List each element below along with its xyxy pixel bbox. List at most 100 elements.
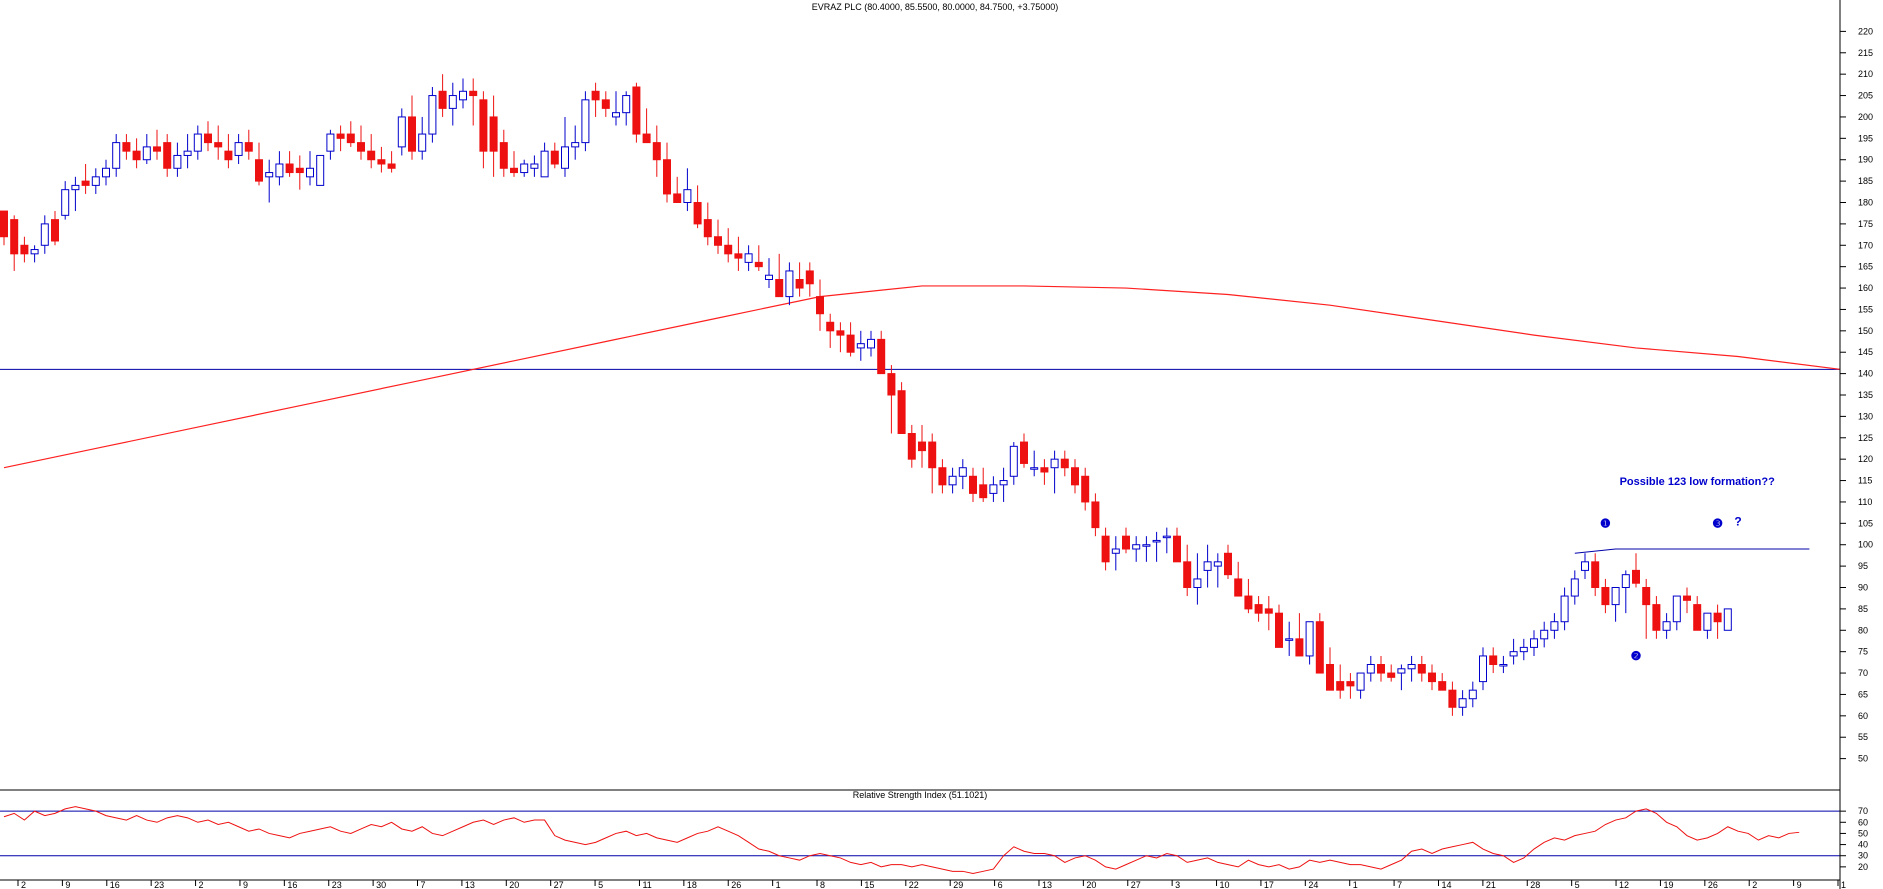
candle-body [1377, 664, 1385, 674]
candle [61, 181, 70, 220]
candle [999, 467, 1008, 502]
candle-body [1040, 467, 1049, 473]
y-tick-label: 185 [1858, 176, 1873, 186]
candle-body [408, 116, 416, 152]
candle-body [1071, 467, 1079, 486]
x-tick-label: 23 [332, 880, 342, 889]
candle-body [336, 133, 345, 139]
candle-body [979, 484, 988, 499]
y-tick-label: 160 [1858, 283, 1873, 293]
candle [1305, 621, 1314, 665]
x-tick-label: 3 [1175, 880, 1180, 889]
candle [1683, 587, 1691, 614]
candle [510, 151, 518, 177]
candle [1672, 595, 1681, 631]
candle [459, 78, 467, 109]
candle [540, 142, 549, 178]
candle-body [1213, 561, 1222, 567]
candle-body [255, 159, 263, 182]
candle-body [1162, 535, 1171, 539]
candle [183, 134, 192, 169]
x-tick-label: 5 [598, 880, 603, 889]
candle [1632, 553, 1640, 588]
y-tick-label: 165 [1858, 262, 1873, 272]
candle [1703, 612, 1712, 639]
candle [550, 142, 559, 169]
x-tick-label: 7 [1397, 880, 1402, 889]
candle [734, 236, 743, 271]
candle [316, 154, 325, 186]
candle [897, 382, 906, 435]
candle [1428, 664, 1436, 691]
candle-body [1122, 535, 1130, 550]
candle-body [1672, 595, 1681, 623]
candle-body [581, 99, 590, 144]
x-tick-label: 6 [998, 880, 1003, 889]
y-tick-label: 140 [1858, 369, 1873, 379]
candle-body [51, 219, 59, 242]
candle [1356, 672, 1365, 699]
candle [1275, 604, 1283, 648]
x-tick-label: 13 [1042, 880, 1052, 889]
candle-body [1275, 612, 1283, 648]
candle [1091, 493, 1100, 537]
candle [357, 125, 365, 160]
candle [1183, 544, 1192, 597]
candle [1295, 613, 1304, 657]
x-tick-label: 22 [909, 880, 919, 889]
annotation-label: ❶ [1600, 517, 1611, 531]
candle [1366, 655, 1375, 682]
candle-body [1295, 638, 1304, 657]
y-tick-label: 190 [1858, 155, 1873, 165]
candle [530, 155, 539, 177]
candle [1326, 647, 1334, 691]
candle-body [1050, 458, 1059, 469]
candle [1030, 450, 1039, 477]
candle-body [989, 484, 998, 494]
y-tick-label: 145 [1858, 347, 1873, 357]
y-tick-label: 115 [1858, 476, 1872, 486]
candle [795, 262, 804, 297]
y-tick-label: 150 [1858, 326, 1873, 336]
candle [163, 134, 172, 177]
candle-body [1111, 548, 1120, 554]
candle-body [918, 441, 926, 452]
candle-body [1458, 698, 1467, 708]
candle [448, 82, 457, 126]
candle-body [163, 142, 172, 169]
candle-body [1060, 458, 1069, 469]
candle-body [438, 90, 447, 109]
candle [1285, 621, 1294, 656]
candle-body [622, 95, 631, 114]
candle-body [102, 167, 110, 178]
candle-body [1234, 578, 1243, 597]
candle-body [244, 142, 253, 152]
annotation-label: Possible 123 low formation?? [1620, 476, 1776, 488]
candle [1020, 433, 1028, 468]
x-tick-label: 10 [1220, 880, 1230, 889]
candle [1611, 587, 1620, 622]
x-tick-label: 9 [243, 880, 248, 889]
candle-body [1499, 664, 1508, 667]
candle [1560, 587, 1569, 631]
candle-body [1407, 664, 1416, 670]
candle-body [1642, 587, 1651, 606]
candle [805, 262, 814, 297]
x-tick-label: 28 [1530, 880, 1540, 889]
candle-body [1723, 608, 1732, 631]
candle [1132, 536, 1141, 562]
candle-body [1479, 655, 1487, 683]
candle [714, 219, 722, 254]
candle-body [683, 189, 692, 204]
candle-body [499, 142, 508, 169]
candle-body [907, 433, 916, 460]
candle-body [1448, 689, 1457, 708]
candle-body [642, 133, 651, 144]
x-tick-label: 2 [21, 880, 26, 889]
candle-body [387, 163, 396, 169]
candle-body [224, 150, 233, 161]
candle-body [693, 202, 702, 225]
candle-body [295, 167, 304, 174]
candle [1468, 681, 1477, 708]
